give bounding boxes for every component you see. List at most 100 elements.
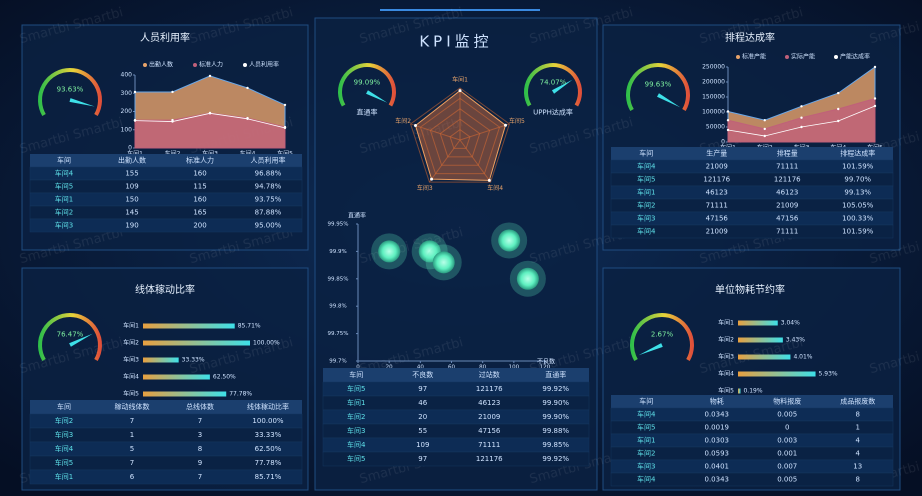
legend-marker (834, 55, 838, 59)
radar-spoke (459, 123, 510, 141)
table-cell: 121176 (774, 176, 801, 184)
table-cell: 车间5 (55, 458, 73, 467)
point (873, 97, 877, 100)
gauge-arc (338, 63, 396, 107)
table-cell: 0 (785, 424, 789, 432)
gauge-needle (366, 90, 388, 103)
table-cell: 9 (198, 459, 202, 467)
radar-ring (429, 108, 491, 166)
legend-marker (243, 63, 247, 67)
table-cell: 车间2 (637, 449, 655, 458)
table-header (611, 147, 893, 160)
gauge-value: 99.63% (645, 81, 672, 89)
table-cell: 47156 (706, 215, 729, 223)
table-cell: 车间1 (347, 398, 365, 407)
table-cell: 71111 (776, 163, 798, 171)
table-cell: 47156 (776, 215, 799, 223)
radar-label: 车间1 (452, 76, 468, 84)
point (800, 125, 803, 129)
legend-marker (785, 55, 789, 59)
table-cell: 0.0343 (705, 411, 730, 419)
bar-label: 车间1 (123, 322, 139, 330)
bar-label: 车间3 (718, 353, 734, 361)
y-tick-label: 99.8% (329, 304, 346, 310)
bar-value: 33.33% (182, 357, 205, 364)
bar (143, 357, 179, 363)
radar-spoke (410, 123, 461, 141)
table-header-cell: 过站数 (479, 370, 500, 379)
radar-label: 车间4 (487, 184, 503, 192)
panel-title: 人员利用率 (140, 31, 190, 44)
y-tick-label: 99.7% (329, 359, 346, 365)
table-cell: 1 (856, 424, 860, 432)
point (726, 110, 730, 113)
bar-label: 车间4 (123, 373, 139, 381)
table-header-cell: 排程达成率 (840, 149, 875, 158)
page-title: KPI监控 (419, 33, 492, 51)
table-cell: 6 (130, 473, 135, 481)
radar-point (487, 178, 491, 182)
table-cell: 46 (418, 399, 427, 407)
radar-spoke (429, 139, 461, 183)
table-header (611, 395, 893, 408)
y-tick-label: 0 (128, 145, 132, 152)
table-cell: 车间4 (55, 444, 74, 453)
table-cell: 车间3 (347, 426, 365, 435)
table-header (323, 368, 589, 382)
gauge-arc (626, 63, 690, 111)
table-cell: 71111 (706, 202, 728, 210)
bubble (498, 229, 521, 252)
radar-label: 车间3 (417, 184, 433, 192)
table-cell: 5 (130, 445, 134, 453)
table-cell: 99.90% (542, 399, 569, 407)
y-tick-label: 300 (121, 90, 133, 97)
bar-value: 85.71% (238, 323, 261, 330)
table-cell: 160 (193, 170, 206, 178)
x-tick-label: 80 (479, 365, 486, 371)
table-cell: 0.0343 (705, 476, 730, 484)
table-cell: 车间5 (637, 423, 655, 432)
radar-spoke (459, 139, 491, 183)
table-header-cell: 总线体数 (186, 402, 214, 411)
radar-point (503, 123, 507, 127)
table-cell: 车间2 (55, 416, 73, 425)
table-header (30, 400, 302, 414)
radar-label: 车间2 (395, 117, 411, 125)
bar (738, 371, 816, 377)
table-cell: 46123 (776, 189, 798, 197)
table-cell: 101.59% (842, 163, 873, 171)
panel-title: 排程达成率 (725, 31, 775, 44)
table-cell: 21009 (478, 413, 500, 421)
table-cell: 100.33% (842, 215, 873, 223)
x-tick-label: 0 (356, 365, 360, 371)
x-tick-label: 车间1 (127, 150, 143, 158)
point (873, 104, 877, 108)
bar (738, 354, 791, 360)
gauge-needle (551, 79, 573, 94)
table-cell: 车间4 (347, 440, 366, 449)
table-cell: 0.007 (777, 463, 797, 471)
table-cell: 46123 (478, 399, 500, 407)
radar-ring (449, 128, 471, 149)
table-header-cell: 排程量 (777, 149, 798, 158)
table-cell: 94.78% (255, 183, 282, 191)
table-cell: 93.75% (255, 196, 282, 204)
table-cell: 0.003 (777, 437, 797, 445)
legend-marker (193, 63, 197, 67)
point (283, 103, 287, 107)
point (133, 119, 137, 122)
table-cell: 21009 (706, 163, 728, 171)
table-cell: 99.88% (542, 427, 569, 435)
gauge-label: 直通率 (357, 107, 378, 116)
point (763, 118, 766, 122)
table-cell: 0.001 (777, 450, 797, 458)
point (837, 107, 840, 111)
table-cell: 165 (193, 209, 206, 217)
table-cell: 7 (198, 473, 202, 481)
y-tick-label: 99.95% (328, 222, 349, 228)
bar (143, 374, 210, 380)
y-tick-label: 100 (121, 126, 133, 133)
table-cell: 160 (193, 196, 206, 204)
point (837, 91, 840, 95)
table-cell: 0.0593 (705, 450, 730, 458)
